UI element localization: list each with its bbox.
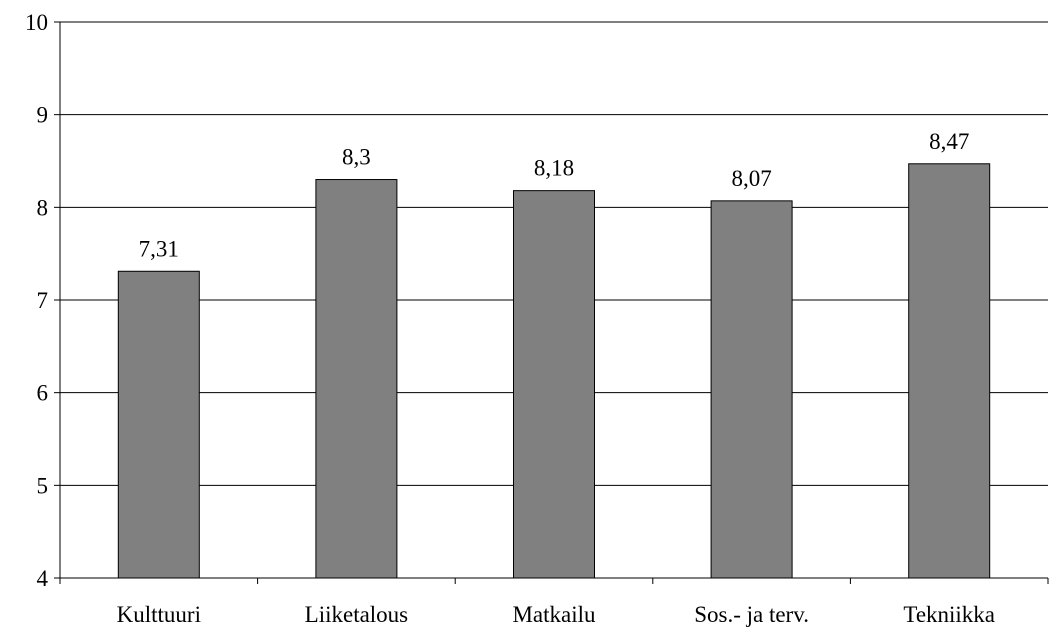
- axes: [54, 21, 1049, 584]
- bar-2: [513, 190, 595, 579]
- y-tick-label: 4: [37, 566, 49, 591]
- data-label: 8,07: [731, 166, 771, 191]
- x-category-label: Sos.- ja terv.: [694, 602, 809, 627]
- y-tick-label: 5: [37, 473, 49, 498]
- labels: 4 5 6 7 8 9 10 7,31 Kulttuuri 8,3 Liiketalous 8,18 M…: [25, 10, 995, 627]
- x-category-label: Liiketalous: [305, 602, 409, 627]
- bar-0: [117, 270, 200, 579]
- y-tick-label: 6: [37, 381, 49, 406]
- bar-3: [710, 200, 793, 579]
- x-category-label: Matkailu: [512, 602, 596, 627]
- y-tick-label: 7: [37, 288, 49, 313]
- bars: [117, 163, 991, 579]
- data-label: 8,18: [534, 156, 574, 181]
- y-tick-label: 8: [37, 195, 49, 220]
- data-label: 8,3: [342, 145, 371, 170]
- x-category-label: Kulttuuri: [117, 602, 201, 627]
- y-tick-label: 10: [25, 10, 48, 35]
- y-tick-label: 9: [37, 103, 49, 128]
- bar-4: [908, 163, 991, 579]
- x-category-label: Tekniikka: [903, 602, 995, 627]
- data-label: 7,31: [139, 236, 179, 261]
- bar-1: [315, 179, 398, 579]
- data-label: 8,47: [929, 129, 969, 154]
